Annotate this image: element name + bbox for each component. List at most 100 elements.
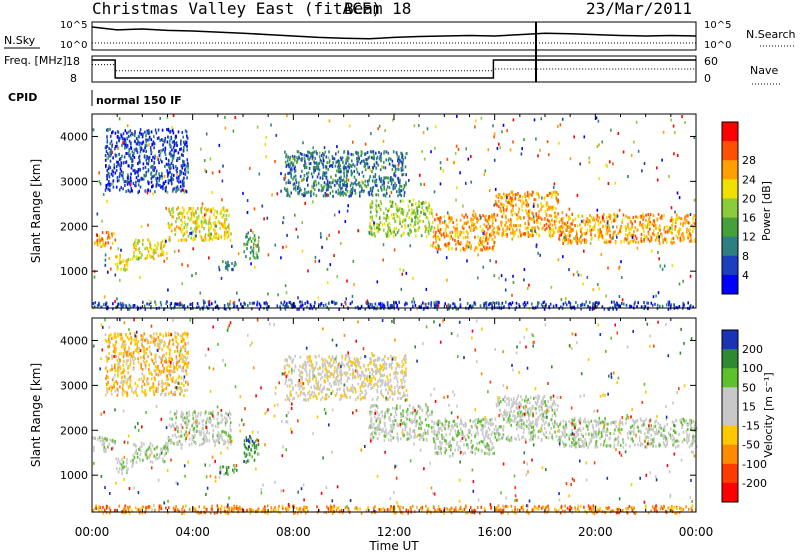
data-cell: [434, 451, 436, 455]
data-cell: [559, 229, 561, 233]
data-cell: [573, 307, 576, 311]
data-cell: [475, 119, 477, 123]
data-cell: [135, 257, 138, 261]
data-cell: [164, 139, 166, 143]
data-cell: [316, 152, 318, 156]
data-cell: [121, 154, 123, 158]
data-cell: [343, 183, 345, 187]
data-cell: [179, 172, 182, 176]
data-cell: [671, 231, 673, 235]
data-cell: [381, 302, 384, 306]
data-cell: [139, 459, 142, 463]
data-cell: [199, 234, 202, 238]
data-cell: [446, 243, 449, 247]
data-cell: [622, 150, 625, 154]
data-cell: [448, 424, 450, 428]
data-cell: [562, 221, 564, 225]
data-cell: [628, 227, 630, 231]
data-cell: [293, 170, 296, 174]
data-cell: [601, 236, 604, 240]
data-cell: [405, 423, 408, 427]
data-cell: [383, 211, 385, 215]
data-cell: [127, 152, 129, 155]
data-cell: [385, 232, 387, 236]
data-cell: [289, 164, 292, 168]
data-cell: [122, 267, 125, 271]
data-cell: [591, 307, 594, 311]
data-cell: [324, 165, 327, 169]
data-cell: [504, 223, 507, 227]
data-cell: [152, 255, 154, 259]
data-cell: [642, 217, 644, 221]
data-cell: [554, 192, 556, 196]
data-cell: [337, 178, 339, 182]
data-cell: [445, 233, 448, 237]
data-cell: [247, 231, 250, 235]
data-cell: [472, 221, 474, 225]
data-cell: [522, 414, 524, 418]
data-cell: [435, 422, 438, 426]
data-cell: [122, 141, 124, 145]
data-cell: [291, 305, 294, 309]
data-cell: [229, 300, 231, 304]
data-cell: [453, 438, 456, 442]
data-cell: [384, 435, 387, 439]
data-cell: [460, 420, 462, 424]
data-cell: [249, 251, 252, 255]
data-cell: [556, 422, 558, 426]
data-cell: [369, 188, 372, 192]
data-cell: [232, 301, 235, 305]
data-cell: [678, 229, 680, 233]
data-cell: [161, 138, 163, 142]
data-cell: [570, 228, 573, 232]
data-cell: [213, 212, 215, 216]
data-cell: [393, 173, 395, 177]
data-cell: [520, 234, 522, 238]
data-cell: [591, 305, 594, 308]
data-cell: [376, 223, 379, 227]
data-cell: [404, 223, 406, 227]
data-cell: [542, 204, 545, 208]
data-cell: [299, 300, 301, 304]
data-cell: [448, 242, 450, 246]
data-cell: [294, 158, 296, 162]
data-cell: [601, 234, 604, 238]
data-cell: [432, 425, 435, 429]
data-cell: [242, 191, 244, 195]
data-cell: [286, 187, 289, 191]
data-cell: [397, 228, 400, 232]
data-cell: [144, 130, 146, 134]
data-cell: [102, 238, 104, 242]
data-cell: [126, 136, 128, 140]
data-cell: [390, 213, 393, 217]
data-cell: [373, 232, 375, 236]
data-cell: [438, 419, 441, 423]
data-cell: [371, 438, 373, 442]
data-cell: [584, 223, 586, 227]
data-cell: [186, 164, 188, 168]
data-cell: [680, 233, 683, 237]
data-cell: [216, 413, 219, 417]
data-cell: [226, 236, 229, 240]
colorbar-swatch: [722, 141, 738, 161]
data-cell: [439, 182, 442, 186]
data-cell: [368, 231, 371, 234]
data-cell: [627, 225, 629, 229]
data-cell: [338, 230, 340, 234]
data-cell: [326, 305, 328, 309]
data-cell: [173, 140, 175, 144]
data-cell: [173, 249, 176, 253]
data-cell: [367, 305, 370, 309]
data-cell: [139, 150, 142, 154]
data-cell: [204, 218, 207, 222]
data-cell: [258, 236, 260, 240]
data-cell: [289, 156, 291, 159]
data-cell: [487, 247, 489, 251]
data-cell: [375, 410, 378, 414]
data-cell: [443, 235, 446, 239]
data-cell: [202, 431, 205, 435]
data-cell: [387, 209, 389, 213]
data-cell: [322, 165, 325, 169]
data-cell: [464, 421, 467, 425]
data-cell: [482, 236, 485, 239]
